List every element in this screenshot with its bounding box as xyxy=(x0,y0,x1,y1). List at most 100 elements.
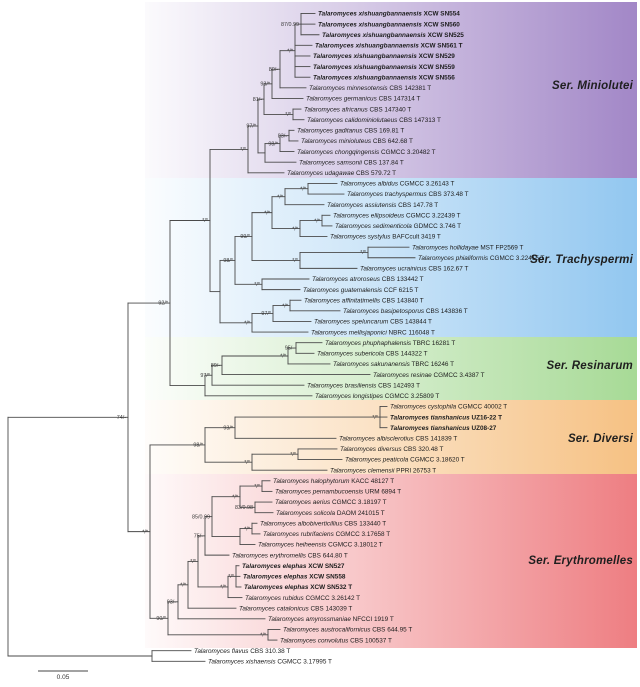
taxon-label: Talaromyces albisclerotius CBS 141839 T xyxy=(339,436,457,443)
support-value: */* xyxy=(254,484,261,490)
taxon-label: Talaromyces halophytorum KACC 48127 T xyxy=(273,478,394,485)
support-value: */* xyxy=(285,112,292,118)
support-value: 87/0.99 xyxy=(281,22,299,28)
support-value: */* xyxy=(202,218,209,224)
taxon-label: Talaromyces xishuangbannaensis XCW SN560 xyxy=(318,21,460,28)
section-label: Ser. Diversi xyxy=(567,433,633,445)
taxon-label: Talaromyces gaditanus CBS 169.81 T xyxy=(297,128,404,135)
support-value: */* xyxy=(314,218,321,224)
taxon-label: Talaromyces xishaensis CGMCC 3.17995 T xyxy=(208,659,332,666)
taxon-label: Talaromyces sakunanensis TBRC 16246 T xyxy=(333,361,454,368)
support-value: */* xyxy=(244,460,251,466)
support-value: */* xyxy=(190,559,197,565)
taxon-label: Talaromyces rubidus CGMCC 3.26142 T xyxy=(245,595,360,602)
support-value: 75/- xyxy=(194,534,203,540)
support-value: 93/- xyxy=(167,600,176,606)
taxon-label: Talaromyces flavus CBS 310.38 T xyxy=(194,648,290,655)
taxon-label: Talaromyces udagawae CBS 579.72 T xyxy=(287,170,396,177)
support-value: */* xyxy=(372,415,379,421)
taxon-label: Talaromyces austrocalifornicus CBS 644.9… xyxy=(283,627,412,634)
taxon-label: Talaromyces clemensii PPRI 26753 T xyxy=(330,467,436,474)
support-value: 97/* xyxy=(246,124,256,130)
support-value: 97/* xyxy=(261,311,271,317)
section-band-3 xyxy=(145,400,637,474)
support-value: */* xyxy=(277,194,284,200)
taxon-label: Talaromyces peaticola CGMCC 3.18620 T xyxy=(345,457,465,464)
taxon-label: Talaromyces longistipes CGMCC 3.25809 T xyxy=(315,393,439,400)
support-value: 98/* xyxy=(268,141,278,147)
taxon-label: Talaromyces basipetosporus CBS 143836 T xyxy=(343,308,468,315)
support-value: */* xyxy=(360,250,367,256)
support-value: */* xyxy=(232,494,239,500)
taxon-label: Talaromyces minioluteus CBS 642.68 T xyxy=(301,138,413,145)
section-label: Ser. Miniolutei xyxy=(552,80,633,92)
taxon-label: Talaromyces phialiformis CGMCC 3.22415 T xyxy=(418,255,545,262)
support-value: */* xyxy=(244,321,251,327)
taxon-label: Talaromyces elephas XCW SN558 xyxy=(243,574,346,581)
taxon-label: Talaromyces minnesotensis CBS 142381 T xyxy=(309,85,431,92)
section-label: Ser. Resinarum xyxy=(546,360,633,372)
taxon-label: Talaromyces africanus CBS 147340 T xyxy=(304,106,411,113)
support-value: 90/* xyxy=(156,616,166,622)
support-value: */* xyxy=(254,282,261,288)
taxon-label: Talaromyces assiutensis CBS 147.78 T xyxy=(327,202,438,209)
taxon-label: Talaromyces amyrossmaniae NFCCI 1919 T xyxy=(268,616,394,623)
taxon-label: Talaromyces albobiverticillius CBS 13344… xyxy=(260,520,386,527)
taxon-label: Talaromyces pernambucoensis URM 6894 T xyxy=(275,489,401,496)
taxon-label: Talaromyces cystophila CGMCC 40002 T xyxy=(390,404,507,411)
taxon-label: Talaromyces xishuangbannaensis XCW SN559 xyxy=(313,64,455,71)
support-value: 80/- xyxy=(269,67,278,73)
support-value: 74/- xyxy=(117,415,126,421)
taxon-label: Talaromyces xishuangbannaensis XCW SN554 xyxy=(318,11,460,18)
taxon-label: Talaromyces xishuangbannaensis XCW SN529 xyxy=(313,53,455,60)
section-label: Ser. Trachyspermi xyxy=(530,254,633,266)
taxon-label: Talaromyces erythromellis CBS 644.80 T xyxy=(232,552,348,559)
taxon-label: Talaromyces affinitatimellis CBS 143840 … xyxy=(304,297,424,304)
scale-bar-label: 0.05 xyxy=(57,674,70,681)
taxon-label: Talaromyces germanicus CBS 147314 T xyxy=(306,96,420,103)
taxon-label: Talaromyces albidus CGMCC 3.26143 T xyxy=(340,181,454,188)
taxon-label: Talaromyces diversus CBS 320.48 T xyxy=(340,446,443,453)
support-value: 85/0.99 xyxy=(192,514,210,520)
taxon-label: Talaromyces mellisjaponici NBRC 116048 T xyxy=(311,329,435,336)
support-value: 83/- xyxy=(278,133,287,139)
taxon-label: Talaromyces subericola CBS 144322 T xyxy=(317,351,428,358)
taxon-label: Talaromyces systylus BAFCcult 3419 T xyxy=(330,234,441,241)
support-value: 93/* xyxy=(223,425,233,431)
taxon-label: Talaromyces rubrifaciens CGMCC 3.17658 T xyxy=(263,531,390,538)
support-value: */* xyxy=(282,303,289,309)
section-band-0 xyxy=(145,2,637,178)
support-value: 93/* xyxy=(260,82,270,88)
support-value: */* xyxy=(142,529,149,535)
taxon-label: Talaromyces aerius CGMCC 3.18197 T xyxy=(275,499,387,506)
support-value: */* xyxy=(290,452,297,458)
support-value: 81/- xyxy=(253,97,262,103)
support-value: */* xyxy=(292,258,299,264)
taxon-label: Talaromyces xishuangbannaensis XCW SN525 xyxy=(322,32,464,39)
taxon-label: Talaromyces trachyspermus CBS 373.48 T xyxy=(347,191,469,198)
support-value: */* xyxy=(292,226,299,232)
taxon-label: Talaromyces elephas XCW SN532 T xyxy=(244,584,352,591)
section-band-2 xyxy=(145,337,637,400)
taxon-label: Talaromyces atroroseus CBS 133442 T xyxy=(312,276,424,283)
taxon-label: Talaromyces resinae CGMCC 3.4387 T xyxy=(373,372,485,379)
taxon-label: Talaromyces convolutus CBS 100537 T xyxy=(280,637,392,644)
support-value: */* xyxy=(180,583,187,589)
support-value: 92/* xyxy=(158,301,168,307)
taxon-label: Talaromyces brasiliensis CBS 142493 T xyxy=(307,382,420,389)
taxon-label: Talaromyces guatemalensis CCF 6215 T xyxy=(303,287,419,294)
taxon-label: Talaromyces sedimenticola GDMCC 3.746 T xyxy=(335,223,461,230)
support-value: */* xyxy=(287,48,294,54)
support-value: */* xyxy=(264,210,271,216)
taxon-label: Talaromyces ellipsoideus CGMCC 3.22439 T xyxy=(333,212,461,219)
taxon-label: Talaromyces elephas XCW SN527 xyxy=(242,563,345,570)
support-value: 98/* xyxy=(223,258,233,264)
taxon-label: Talaromyces speluncarum CBS 143844 T xyxy=(314,319,432,326)
support-value: 89/- xyxy=(211,363,220,369)
taxon-label: Talaromyces hollidayae MST FP2569 T xyxy=(412,244,524,251)
taxon-label: Talaromyces xishuangbannaensis XCW SN556 xyxy=(313,74,455,81)
taxon-label: Talaromyces chongqingensis CGMCC 3.20482… xyxy=(297,149,436,156)
support-value: */* xyxy=(300,186,307,192)
